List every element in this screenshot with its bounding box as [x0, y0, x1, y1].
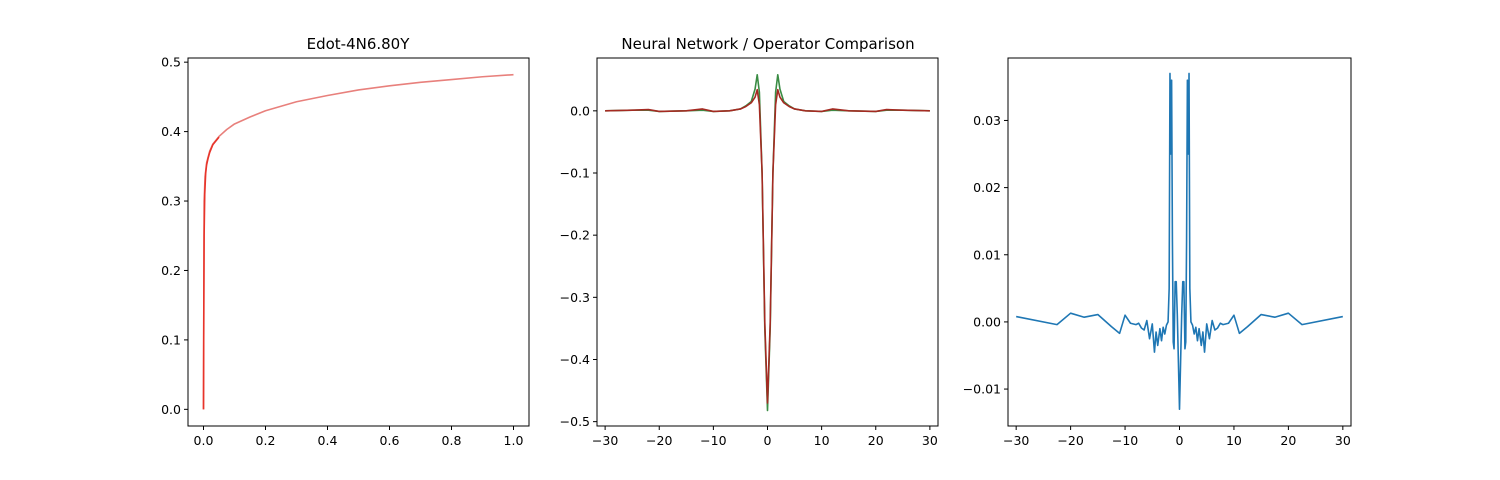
panel-2-x-tick-label: 30 — [922, 433, 938, 448]
panel-3-y-tick-label: 0.01 — [973, 247, 1001, 262]
panel-1: Edot-4N6.80Y 0.0 0.2 0.4 0.6 0.8 1.0 0.0 0.1 0.2… — [161, 35, 530, 448]
panel-1-frame — [187, 57, 530, 427]
panel-2-y-tick-label: −0.4 — [560, 352, 590, 367]
panel-1-x-tick-label: 1.0 — [504, 433, 524, 448]
panel-3-series-1-line — [1016, 72, 1343, 411]
panel-1-y-tick-label: 0.2 — [161, 263, 181, 278]
panel-2-title: Neural Network / Operator Comparison — [621, 35, 914, 53]
panel-3-x-tick-label: −20 — [1057, 433, 1083, 448]
panel-3-x-tick-label: 0 — [1176, 433, 1184, 448]
panel-3-x-tick-label: −30 — [1003, 433, 1029, 448]
panel-1-y-tick-label: 0.0 — [161, 402, 181, 417]
panel-2-x-tick-label: 0 — [764, 433, 772, 448]
panel-2-plot-area: −30 −20 −10 0 10 20 30 0.0 −0.1 −0.2 −0.3 −0.4 −0.5 — [560, 73, 938, 448]
panel-3-x-tick-label: 10 — [1226, 433, 1242, 448]
panel-2-x-tick-label: −20 — [646, 433, 672, 448]
panel-2-x-tick-label: −10 — [700, 433, 726, 448]
panel-2-y-tick-label: −0.2 — [560, 228, 590, 243]
panel-3-series-group — [1016, 72, 1343, 411]
panel-3-y-tick-label: 0.02 — [973, 180, 1001, 195]
panel-3-x-tick-label: 30 — [1335, 433, 1351, 448]
panel-1-y-tick-label: 0.5 — [161, 55, 181, 70]
panel-2-series-1-line — [605, 73, 930, 412]
panel-2-y-tick-label: 0.0 — [570, 103, 590, 118]
panel-2-x-tick-label: 10 — [814, 433, 830, 448]
panel-2-frame — [596, 57, 939, 427]
panel-2-y-tick-label: −0.5 — [560, 414, 590, 429]
panel-3-x-tick-label: −10 — [1112, 433, 1138, 448]
panel-2-x-tick-label: −30 — [592, 433, 618, 448]
panel-2-x-tick-label: 20 — [868, 433, 884, 448]
panel-1-x-tick-label: 0.2 — [256, 433, 276, 448]
panel-3-plot-area: −30 −20 −10 0 10 20 30 0.03 0.02 0.01 0.00 −0.01 — [963, 72, 1351, 448]
panel-1-plot-area: 0.0 0.2 0.4 0.6 0.8 1.0 0.0 0.1 0.2 0.3 0.4 0.5 — [161, 55, 523, 448]
panel-2-y-tick-label: −0.1 — [560, 166, 590, 181]
panel-1-y-tick-label: 0.3 — [161, 194, 181, 209]
panel-1-title: Edot-4N6.80Y — [307, 35, 411, 53]
panel-3-y-tick-label: −0.01 — [963, 382, 1001, 397]
panel-1-x-tick-label: 0.4 — [318, 433, 338, 448]
panel-1-y-tick-label: 0.1 — [161, 332, 181, 347]
panel-3: −30 −20 −10 0 10 20 30 0.03 0.02 0.01 0.00 −0.01 — [963, 57, 1352, 448]
panel-2-series-group — [605, 73, 930, 412]
panel-2-series-2-line — [605, 88, 930, 404]
panel-1-x-tick-label: 0.0 — [194, 433, 214, 448]
panel-2: Neural Network / Operator Comparison −30… — [560, 35, 939, 448]
panel-1-series-group — [202, 73, 514, 410]
panel-2-y-tick-label: −0.3 — [560, 290, 590, 305]
panel-3-y-tick-label: 0.00 — [973, 314, 1001, 329]
panel-1-x-tick-label: 0.6 — [380, 433, 400, 448]
panel-3-y-tick-label: 0.03 — [973, 113, 1001, 128]
panel-1-y-tick-label: 0.4 — [161, 124, 181, 139]
panel-1-x-tick-label: 0.8 — [442, 433, 462, 448]
panel-3-frame — [1007, 57, 1352, 427]
panel-1-series-2-line — [202, 136, 220, 410]
panel-3-x-tick-label: 20 — [1280, 433, 1296, 448]
